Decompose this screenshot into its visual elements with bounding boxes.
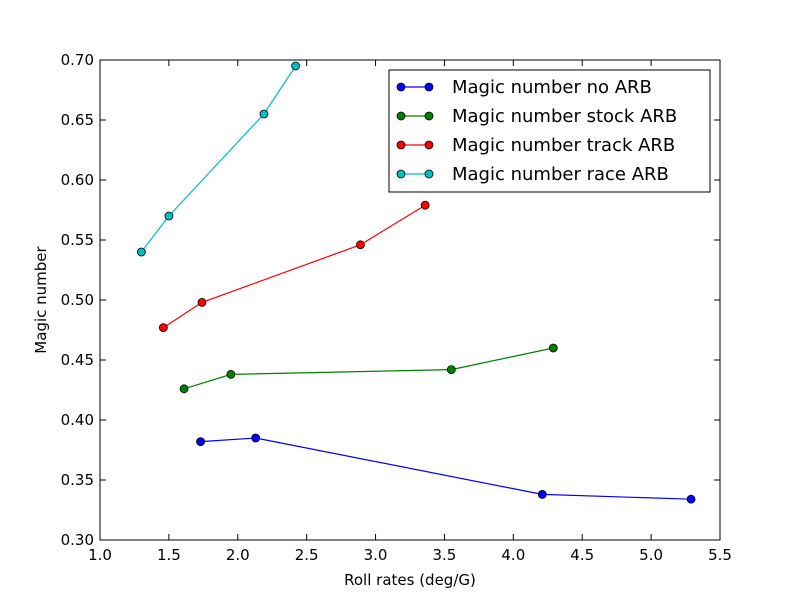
y-tick-label: 0.60 bbox=[61, 171, 94, 189]
data-point bbox=[446, 365, 456, 375]
legend-item: Magic number race ARB bbox=[396, 164, 669, 185]
x-tick-label: 2.0 bbox=[226, 546, 250, 564]
y-tick-label: 0.45 bbox=[61, 351, 94, 369]
x-tick-label: 2.5 bbox=[295, 546, 319, 564]
data-point bbox=[537, 489, 547, 499]
series-line bbox=[140, 65, 297, 253]
data-point bbox=[355, 240, 365, 250]
series-2 bbox=[179, 343, 558, 394]
data-point bbox=[259, 109, 269, 119]
data-point bbox=[251, 433, 261, 443]
y-tick-label: 0.30 bbox=[61, 531, 94, 549]
legend-marker bbox=[396, 169, 406, 179]
y-tick-label: 0.70 bbox=[61, 51, 94, 69]
data-point bbox=[226, 369, 236, 379]
y-tick-label: 0.35 bbox=[61, 471, 94, 489]
y-tick-label: 0.50 bbox=[61, 291, 94, 309]
legend-marker bbox=[396, 140, 406, 150]
legend-marker bbox=[396, 82, 406, 92]
x-tick-label: 4.5 bbox=[570, 546, 594, 564]
legend-marker bbox=[424, 82, 434, 92]
x-tick-label: 1.5 bbox=[157, 546, 181, 564]
data-point bbox=[548, 343, 558, 353]
y-tick-label: 0.40 bbox=[61, 411, 94, 429]
data-point bbox=[164, 211, 174, 221]
y-tick-label: 0.55 bbox=[61, 231, 94, 249]
data-point bbox=[158, 323, 168, 333]
ticks-layer: 1.0 1.5 2.0 2.5 3.0 3.5 4.0 4.5 5.0 5.5 0.30 0.35 0.… bbox=[61, 51, 732, 564]
legend-marker bbox=[424, 111, 434, 121]
series-layer bbox=[136, 61, 696, 504]
x-axis-label: Roll rates (deg/G) bbox=[344, 571, 476, 589]
data-point bbox=[197, 297, 207, 307]
legend-marker bbox=[424, 169, 434, 179]
x-tick-label: 3.0 bbox=[364, 546, 388, 564]
legend-marker bbox=[424, 140, 434, 150]
data-point bbox=[196, 437, 205, 447]
data-point bbox=[136, 247, 146, 257]
x-tick-label: 5.5 bbox=[708, 546, 732, 564]
series-3 bbox=[158, 200, 430, 333]
data-point bbox=[420, 200, 430, 210]
series-4 bbox=[136, 61, 301, 257]
legend-box bbox=[388, 69, 711, 193]
legend-marker bbox=[396, 111, 406, 121]
legend-item: Magic number track ARB bbox=[396, 135, 675, 156]
legend-label: Magic number race ARB bbox=[452, 164, 669, 185]
data-point bbox=[179, 384, 189, 394]
legend-label: Magic number track ARB bbox=[452, 135, 675, 156]
series-line bbox=[200, 437, 692, 500]
x-tick-label: 3.5 bbox=[433, 546, 457, 564]
y-axis-label: Magic number bbox=[32, 245, 50, 353]
series-1 bbox=[196, 433, 696, 504]
legend-label: Magic number no ARB bbox=[452, 77, 652, 98]
data-point bbox=[686, 494, 696, 504]
x-tick-label: 5.0 bbox=[639, 546, 663, 564]
data-point bbox=[291, 61, 301, 71]
x-tick-label: 4.0 bbox=[501, 546, 525, 564]
legend-label: Magic number stock ARB bbox=[452, 106, 677, 127]
series-line bbox=[163, 204, 426, 329]
legend: Magic number no ARB Magic number stock AR… bbox=[388, 69, 711, 193]
legend-item: Magic number no ARB bbox=[396, 77, 652, 98]
series-line bbox=[183, 347, 554, 390]
x-tick-label: 1.0 bbox=[88, 546, 112, 564]
y-tick-label: 0.65 bbox=[61, 111, 94, 129]
legend-item: Magic number stock ARB bbox=[396, 106, 677, 127]
